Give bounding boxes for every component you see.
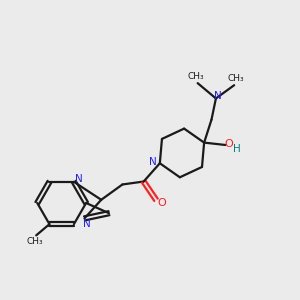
Text: O: O <box>224 140 233 149</box>
Text: N: N <box>83 219 91 229</box>
Text: CH₃: CH₃ <box>26 237 43 246</box>
Text: O: O <box>157 198 166 208</box>
Text: CH₃: CH₃ <box>227 74 244 83</box>
Text: CH₃: CH₃ <box>188 72 205 81</box>
Text: N: N <box>75 175 83 184</box>
Text: N: N <box>149 157 157 167</box>
Text: H: H <box>232 143 240 154</box>
Text: N: N <box>214 91 221 100</box>
